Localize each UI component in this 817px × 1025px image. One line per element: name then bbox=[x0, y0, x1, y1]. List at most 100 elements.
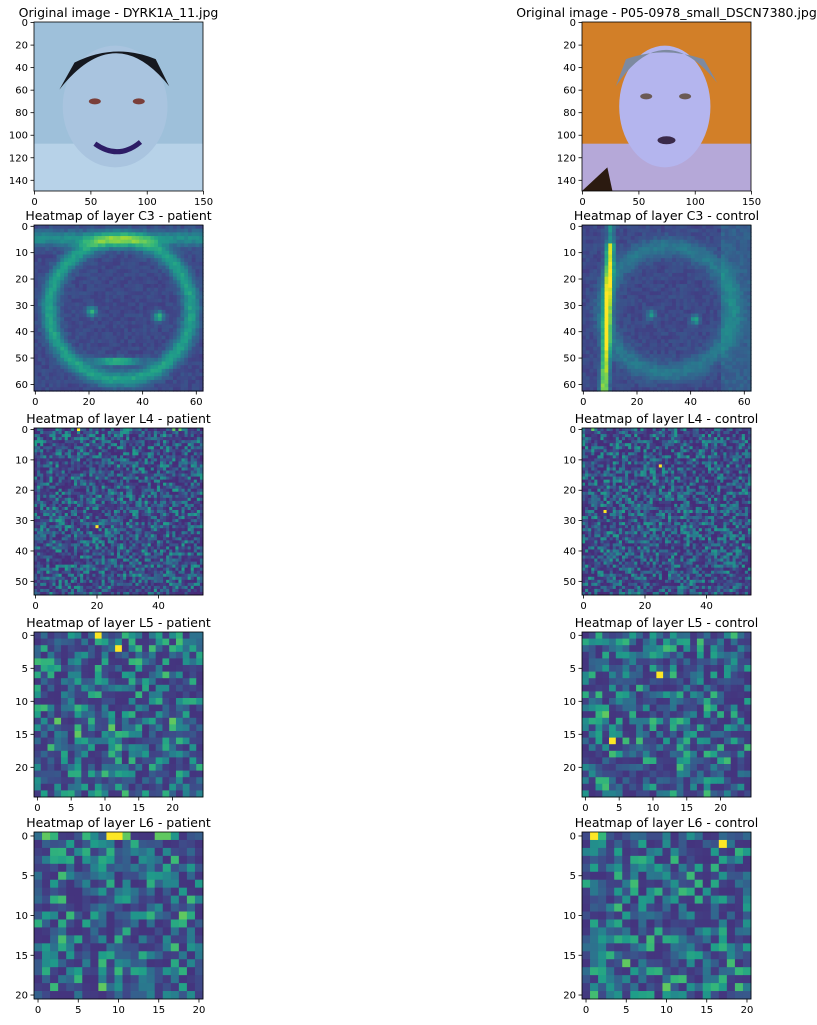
y-tick-label: 60 bbox=[563, 86, 576, 97]
panel-title: Heatmap of layer L4 - control bbox=[575, 411, 758, 426]
x-tick-label: 10 bbox=[647, 803, 660, 814]
x-tick-label: 0 bbox=[34, 803, 40, 814]
x-tick-label: 20 bbox=[631, 397, 644, 408]
panel-2: Original image - P05-0978_small_DSCN7380… bbox=[516, 5, 817, 208]
panel-image bbox=[34, 22, 203, 191]
x-tick-label: 60 bbox=[190, 397, 203, 408]
y-tick-label: 140 bbox=[9, 176, 28, 187]
x-tick-label: 15 bbox=[132, 803, 145, 814]
x-tick-label: 0 bbox=[32, 397, 38, 408]
y-tick-label: 5 bbox=[22, 871, 28, 882]
y-tick-label: 20 bbox=[563, 991, 576, 1002]
panel-title: Original image - DYRK1A_11.jpg bbox=[19, 5, 219, 20]
x-tick-label: 0 bbox=[580, 397, 586, 408]
panel-title: Heatmap of layer L6 - control bbox=[575, 815, 758, 830]
y-tick-label: 60 bbox=[563, 380, 576, 391]
axes-frame bbox=[33, 224, 204, 392]
x-tick-label: 100 bbox=[686, 197, 705, 208]
y-tick-label: 20 bbox=[15, 486, 28, 497]
y-tick-label: 0 bbox=[22, 18, 28, 29]
x-tick-label: 0 bbox=[579, 197, 585, 208]
x-tick-label: 40 bbox=[152, 601, 165, 612]
panel-title: Heatmap of layer L5 - patient bbox=[26, 615, 211, 630]
x-tick-label: 15 bbox=[152, 1005, 165, 1016]
y-tick-label: 10 bbox=[563, 455, 576, 466]
x-tick-label: 20 bbox=[193, 1005, 206, 1016]
axes-frame bbox=[581, 21, 752, 192]
y-tick-label: 15 bbox=[15, 730, 28, 741]
x-tick-label: 50 bbox=[85, 197, 98, 208]
axes-frame bbox=[581, 427, 752, 596]
axes-frame bbox=[581, 224, 752, 392]
y-tick-label: 80 bbox=[563, 108, 576, 119]
panel-title: Heatmap of layer L4 - patient bbox=[26, 411, 211, 426]
y-tick-label: 40 bbox=[15, 63, 28, 74]
y-tick-label: 40 bbox=[563, 546, 576, 557]
y-tick-label: 60 bbox=[15, 380, 28, 391]
y-tick-label: 100 bbox=[9, 131, 28, 142]
axes-frame bbox=[33, 21, 204, 192]
x-tick-label: 5 bbox=[75, 1005, 81, 1016]
x-tick-label: 0 bbox=[32, 601, 38, 612]
x-tick-label: 20 bbox=[83, 397, 96, 408]
x-tick-label: 40 bbox=[684, 397, 697, 408]
x-tick-label: 0 bbox=[583, 1005, 589, 1016]
y-tick-label: 120 bbox=[9, 153, 28, 164]
x-tick-label: 150 bbox=[194, 197, 213, 208]
y-tick-label: 0 bbox=[570, 631, 576, 642]
axes-frame bbox=[33, 427, 204, 596]
y-tick-label: 15 bbox=[563, 730, 576, 741]
x-tick-label: 5 bbox=[623, 1005, 629, 1016]
y-tick-label: 120 bbox=[557, 153, 576, 164]
x-tick-label: 15 bbox=[700, 1005, 713, 1016]
y-tick-label: 40 bbox=[563, 327, 576, 338]
y-tick-label: 40 bbox=[15, 327, 28, 338]
y-tick-label: 0 bbox=[22, 222, 28, 233]
y-tick-label: 20 bbox=[563, 275, 576, 286]
panel-title: Heatmap of layer L5 - control bbox=[575, 615, 758, 630]
panel-title: Heatmap of layer L6 - patient bbox=[26, 815, 211, 830]
y-tick-label: 20 bbox=[563, 41, 576, 52]
y-tick-label: 20 bbox=[15, 275, 28, 286]
x-tick-label: 5 bbox=[68, 803, 74, 814]
panel-image bbox=[582, 632, 752, 798]
y-tick-label: 0 bbox=[570, 425, 576, 436]
y-tick-label: 10 bbox=[15, 911, 28, 922]
panel-image bbox=[582, 428, 752, 596]
y-tick-label: 100 bbox=[557, 131, 576, 142]
panel-title: Heatmap of layer C3 - patient bbox=[25, 208, 211, 223]
x-tick-label: 15 bbox=[680, 803, 693, 814]
axes-frame bbox=[581, 631, 752, 798]
panel-title: Original image - P05-0978_small_DSCN7380… bbox=[516, 5, 817, 20]
y-tick-label: 30 bbox=[563, 516, 576, 527]
x-tick-label: 20 bbox=[639, 601, 652, 612]
y-tick-label: 0 bbox=[22, 425, 28, 436]
y-tick-label: 30 bbox=[15, 301, 28, 312]
x-tick-label: 0 bbox=[582, 803, 588, 814]
y-tick-label: 0 bbox=[22, 831, 28, 842]
y-tick-label: 50 bbox=[15, 354, 28, 365]
x-tick-label: 20 bbox=[91, 601, 104, 612]
x-tick-label: 0 bbox=[35, 1005, 41, 1016]
x-tick-label: 150 bbox=[742, 197, 761, 208]
y-tick-label: 50 bbox=[563, 577, 576, 588]
panel-title: Heatmap of layer C3 - control bbox=[574, 208, 759, 223]
y-tick-label: 0 bbox=[570, 222, 576, 233]
y-tick-label: 15 bbox=[15, 951, 28, 962]
y-tick-label: 50 bbox=[563, 354, 576, 365]
x-tick-label: 10 bbox=[660, 1005, 673, 1016]
y-tick-label: 15 bbox=[563, 951, 576, 962]
y-tick-label: 10 bbox=[563, 911, 576, 922]
y-tick-label: 30 bbox=[15, 516, 28, 527]
x-tick-label: 20 bbox=[166, 803, 179, 814]
x-tick-label: 0 bbox=[31, 197, 37, 208]
x-tick-label: 60 bbox=[738, 397, 751, 408]
panel-image bbox=[582, 832, 752, 1000]
y-tick-label: 60 bbox=[15, 86, 28, 97]
y-tick-label: 0 bbox=[22, 631, 28, 642]
